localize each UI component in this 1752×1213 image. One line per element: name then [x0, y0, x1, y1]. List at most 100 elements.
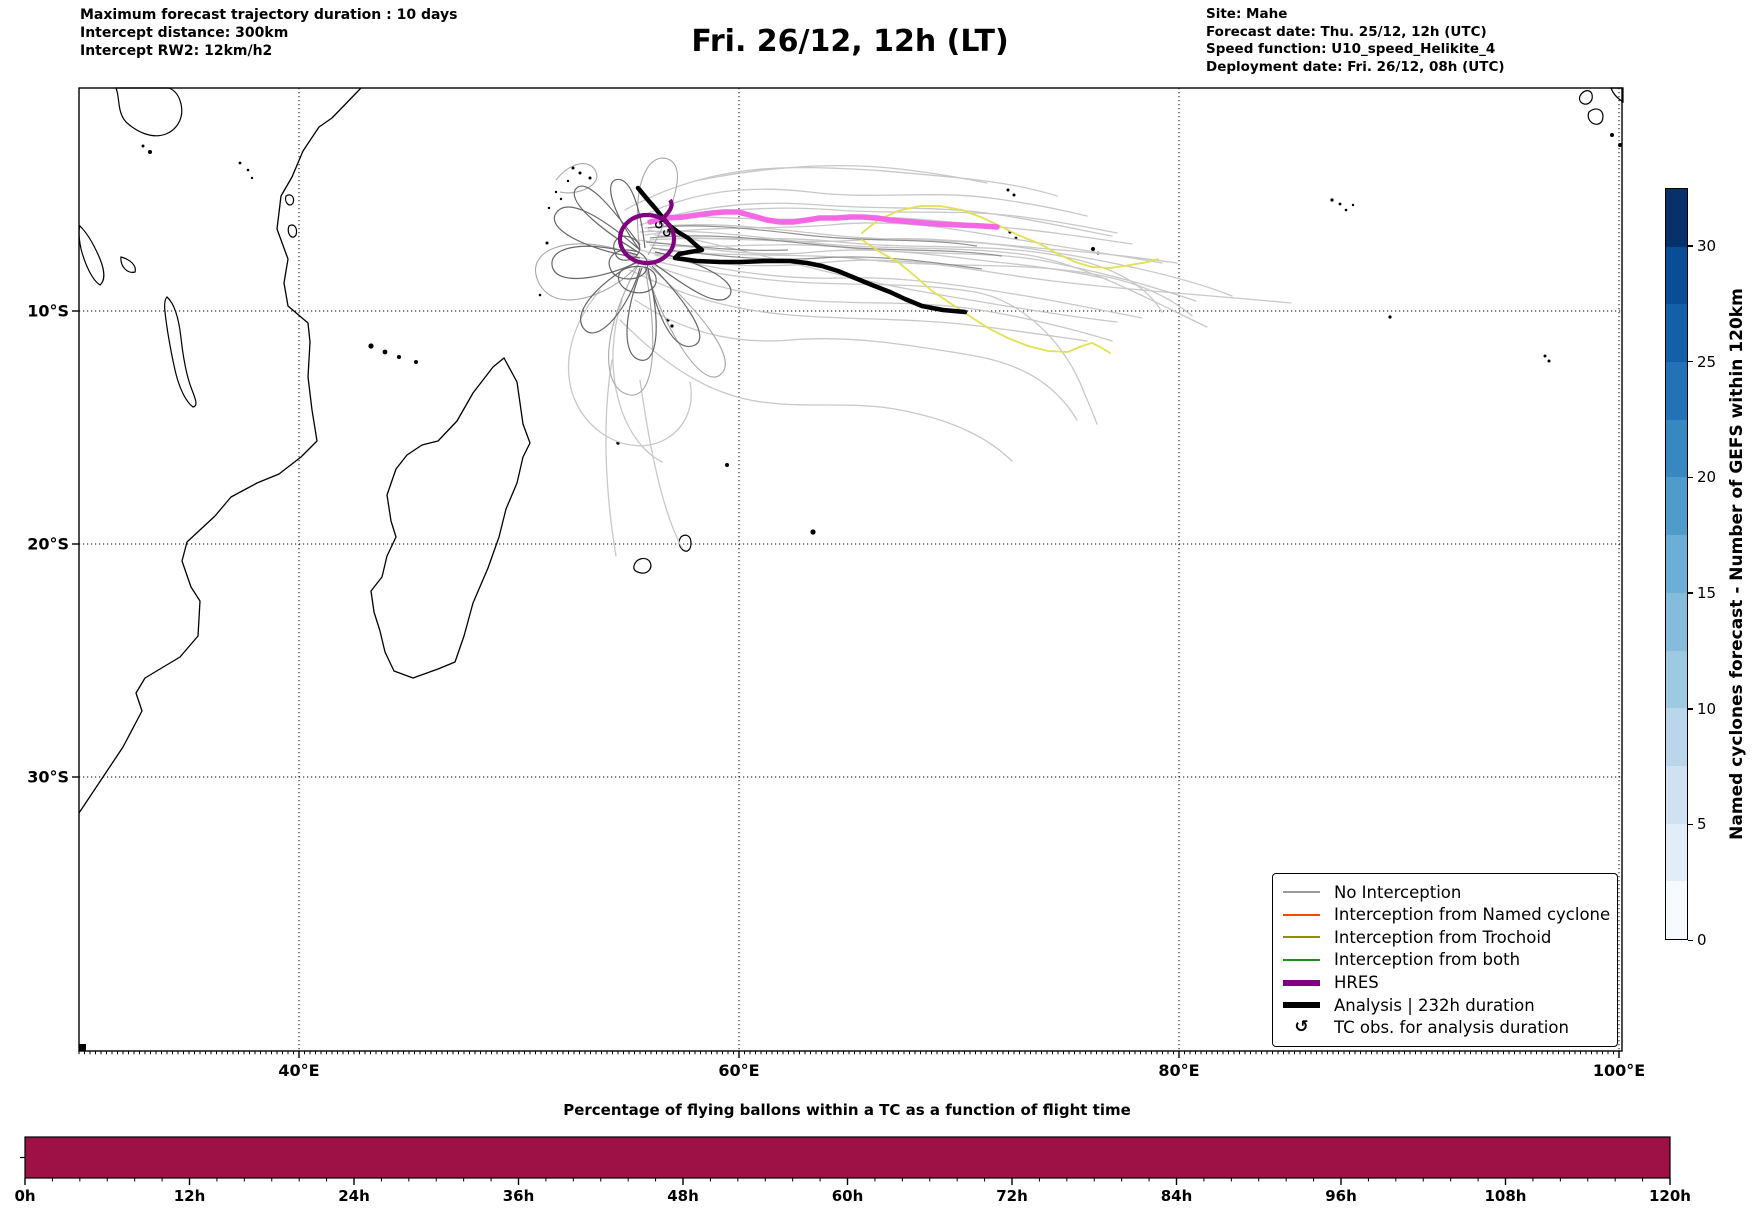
legend-item: HRES [1283, 972, 1607, 994]
island-dot [571, 166, 575, 170]
gefs-ensemble-trajectory [624, 166, 1058, 211]
island-dot [670, 324, 674, 328]
island-dot [559, 197, 563, 201]
island-outline [285, 194, 295, 206]
lake-outline [164, 296, 197, 408]
island-outline [678, 534, 692, 552]
island-dot [1091, 247, 1095, 251]
balloon-loop-trajectory [551, 245, 639, 280]
trochoid-interception-trajectory [861, 239, 1111, 354]
island-dot [368, 343, 374, 349]
tc-observation-icon: ↺ [1294, 1017, 1309, 1038]
legend-item: Interception from Named cyclone [1283, 904, 1610, 926]
balloon-loop-trajectory [555, 163, 598, 194]
island-dot [148, 150, 152, 154]
gefs-ensemble-trajectory [699, 165, 988, 184]
map-frame [78, 87, 1623, 1052]
island-dot [1547, 359, 1551, 363]
gefs-ensemble-trajectory [639, 379, 683, 549]
coastline [370, 357, 531, 679]
gefs-ensemble-trajectory [639, 230, 1208, 328]
colorbar-segment [1666, 650, 1687, 709]
balloon-loop-trajectory [644, 261, 726, 378]
colorbar [1665, 188, 1688, 940]
legend-label: TC obs. for analysis duration [1334, 1018, 1569, 1038]
gefs-ensemble-trajectory [629, 254, 1098, 425]
legend-label: Analysis | 232h duration [1334, 995, 1535, 1015]
balloon-loop-trajectory [534, 243, 641, 301]
header-left-block: Maximum forecast trajectory duration : 1… [80, 6, 457, 60]
colorbar-segment [1666, 189, 1687, 247]
header-right-line: Deployment date: Fri. 26/12, 08h (UTC) [1206, 58, 1505, 75]
header-left-line: Intercept RW2: 12km/h2 [80, 43, 273, 59]
colorbar-segment [1666, 477, 1687, 536]
header-right-line: Forecast date: Thu. 25/12, 12h (UTC) [1206, 23, 1487, 40]
legend: No Interception Interception from Named c… [1272, 873, 1618, 1047]
legend-label: Interception from Trochoid [1334, 927, 1552, 947]
figure-title: Fri. 26/12, 12h (LT) [691, 24, 1009, 59]
gefs-ensemble-trajectory [654, 254, 1143, 319]
balloon-loop-trajectory [617, 265, 657, 294]
legend-item: Interception from both [1283, 949, 1607, 971]
lake-outline [120, 256, 136, 273]
island-outline [1587, 108, 1604, 125]
y-axis-tick-label: 30°S [27, 767, 69, 787]
x-axis-tick-label: 40°E [278, 1061, 320, 1080]
island-dot [1618, 143, 1622, 147]
legend-item: ↺ TC obs. for analysis duration [1283, 1017, 1607, 1039]
island-dot [238, 161, 242, 165]
island-dot [725, 463, 729, 467]
flight-bar-tick-label: 24h [338, 1187, 370, 1205]
island-outline [1610, 87, 1624, 104]
flight-bar-tick-label: 120h [1649, 1187, 1691, 1205]
colorbar-segment [1666, 765, 1687, 824]
legend-line-swatch [1283, 1002, 1320, 1009]
island-dot [810, 529, 816, 535]
colorbar-title: Named cyclones forecast - Number of GEFS… [1727, 288, 1747, 840]
flight-bar-tick-label: 60h [831, 1187, 864, 1205]
colorbar-segment [1666, 419, 1687, 478]
flight-bar [25, 1137, 1670, 1178]
flight-bar-title: Percentage of flying ballons within a TC… [563, 1101, 1131, 1119]
balloon-loop-trajectory [608, 249, 649, 280]
legend-line-swatch [1283, 913, 1320, 916]
header-left-line: Intercept distance: 300km [80, 25, 289, 41]
legend-item: Interception from Trochoid [1283, 926, 1607, 948]
hres-track [617, 212, 677, 266]
gefs-ensemble-trajectory [605, 359, 617, 557]
island-dot [1388, 315, 1392, 319]
balloon-loop-trajectory [647, 265, 701, 348]
colorbar-segment [1666, 708, 1687, 766]
island-dot [578, 171, 582, 175]
balloon-loop-trajectory [613, 235, 641, 261]
flight-bar-tick-label: 0h [14, 1187, 36, 1205]
balloon-loop-trajectory [580, 261, 641, 334]
gefs-ensemble-trajectory [647, 229, 1118, 323]
y-axis-tick-label: 20°S [27, 534, 69, 554]
legend-line-swatch [1283, 891, 1320, 893]
island-dot [250, 176, 254, 180]
legend-item: No Interception [1283, 881, 1607, 903]
named-cyclone-track [647, 209, 1000, 230]
gefs-ensemble-trajectory [647, 225, 978, 247]
island-dot [1344, 208, 1348, 212]
island-dot [554, 190, 558, 194]
island-dot [1351, 203, 1355, 207]
island-dot [414, 360, 418, 364]
legend-label: Interception from both [1334, 950, 1521, 970]
island-dot [588, 176, 592, 180]
colorbar-tick [1688, 939, 1693, 941]
legend-line-swatch [1283, 958, 1320, 961]
lake-outline [115, 87, 183, 137]
flight-bar-tick-label: 96h [1325, 1187, 1357, 1205]
island-dot [1006, 188, 1010, 192]
island-dot [1338, 202, 1342, 206]
colorbar-tick-label: 30 [1697, 236, 1717, 255]
colorbar-segment [1666, 304, 1687, 363]
island-dot [1610, 133, 1614, 137]
colorbar-segment [1666, 246, 1687, 305]
gefs-ensemble-trajectory [634, 188, 1088, 221]
island-dot [1012, 193, 1016, 197]
colorbar-tick [1688, 245, 1693, 247]
